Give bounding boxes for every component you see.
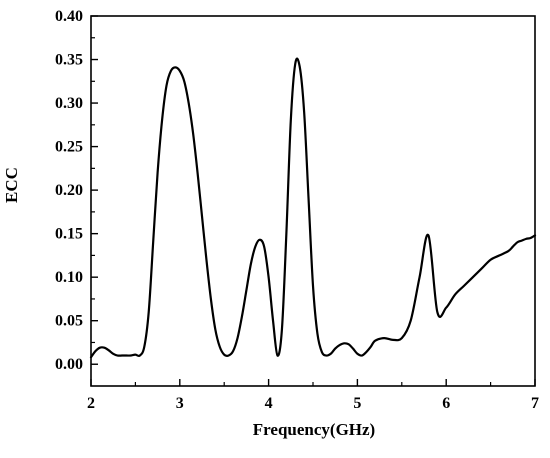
y-tick-label: 0.00: [55, 356, 83, 373]
series-layer: [89, 57, 537, 359]
x-tick-label: 3: [176, 395, 184, 412]
x-tick-label: 6: [442, 395, 450, 412]
y-tick-label: 0.05: [55, 313, 83, 330]
y-tick-label: 0.15: [55, 226, 83, 243]
y-axis-label: ECC: [2, 167, 21, 203]
axis-layer: 2 3 4 5 6 7 0.00 0.05 0.10 0.15 0.20 0.25 0.30 0.35 0.…: [55, 8, 539, 412]
y-tick-label: 0.30: [55, 95, 83, 112]
y-tick-label: 0.35: [55, 52, 83, 69]
plot-frame: [90, 15, 536, 387]
y-tick-label: 0.20: [55, 182, 83, 199]
y-tick-label: 0.25: [55, 139, 83, 156]
x-tick-label: 7: [531, 395, 539, 412]
x-tick-label: 2: [87, 395, 95, 412]
x-tick-label: 4: [265, 395, 273, 412]
x-tick-label: 5: [353, 395, 361, 412]
y-tick-label: 0.10: [55, 269, 83, 286]
ecc-series-line: [89, 57, 537, 359]
x-axis-label: Frequency(GHz): [253, 420, 375, 439]
y-tick-label: 0.40: [55, 8, 83, 25]
